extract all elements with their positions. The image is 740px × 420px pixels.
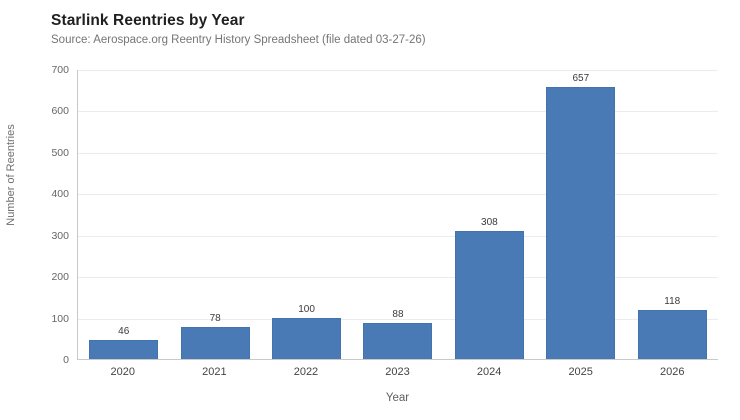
gridline-y-400 <box>78 194 718 196</box>
bar-2021: 78 <box>180 313 250 359</box>
y-axis-title: Number of Reentries <box>5 124 17 226</box>
bar-slot-2026: 118 <box>627 70 718 359</box>
bar-value-label-2021: 78 <box>209 312 221 324</box>
bar-value-label-2026: 118 <box>664 296 681 308</box>
x-tick-label-2020: 2020 <box>110 366 136 378</box>
y-tick-label-300: 300 <box>51 229 69 242</box>
bar-value-label-2022: 100 <box>298 303 315 315</box>
bar-2024: 308 <box>454 217 524 359</box>
y-tick-label-400: 400 <box>51 188 69 201</box>
bars-row: 46 78 100 88 308 657 118 <box>78 70 718 359</box>
bar-slot-2020: 46 <box>78 70 169 359</box>
gridline-y-600 <box>78 111 718 113</box>
bar-2020: 46 <box>89 326 159 359</box>
bar-value-label-2024: 308 <box>481 217 498 229</box>
bar-value-label-2023: 88 <box>392 308 404 320</box>
gridline-y-100 <box>78 318 718 320</box>
chart-title: Starlink Reentries by Year <box>51 12 245 29</box>
bar-value-label-2020: 46 <box>118 325 130 337</box>
gridline-y-500 <box>78 152 718 154</box>
chart-subtitle: Source: Aerospace.org Reentry History Sp… <box>51 34 426 46</box>
y-tick-label-0: 0 <box>63 354 69 366</box>
y-tick-label-600: 600 <box>51 105 69 118</box>
y-tick-label-200: 200 <box>51 271 69 284</box>
x-tick-label-2021: 2021 <box>202 366 227 378</box>
x-tick-label-2023: 2023 <box>385 366 410 378</box>
x-tick-labels-row: 2020 2021 2022 2023 2024 2025 2026 <box>77 366 718 378</box>
bar-2023: 88 <box>363 309 433 359</box>
bar-slot-2025: 657 <box>535 70 626 359</box>
y-tick-label-700: 700 <box>51 64 69 76</box>
x-tick-label-2022: 2022 <box>293 366 319 378</box>
bar-value-label-2025: 657 <box>572 72 590 84</box>
x-axis-title: Year <box>385 392 410 404</box>
x-tick-label-2026: 2026 <box>660 366 685 378</box>
gridline-y-200 <box>78 277 718 279</box>
y-tick-label-100: 100 <box>51 312 69 325</box>
x-tick-label-2025: 2025 <box>568 366 593 378</box>
gridline-y-700 <box>78 70 718 71</box>
bar-slot-2022: 100 <box>261 70 352 359</box>
plot-area: 0 100 200 300 400 500 600 700 46 78 100 88 308 657 11… <box>51 64 718 366</box>
bar-2022: 100 <box>272 304 342 359</box>
bar-2025: 657 <box>546 73 616 359</box>
bar-slot-2021: 78 <box>169 70 260 359</box>
x-tick-label-2024: 2024 <box>476 366 502 378</box>
y-tick-label-500: 500 <box>51 146 69 159</box>
bar-slot-2023: 88 <box>352 70 443 359</box>
bar-slot-2024: 308 <box>444 70 535 359</box>
gridline-y-300 <box>78 235 718 237</box>
bar-2026: 118 <box>637 296 707 359</box>
